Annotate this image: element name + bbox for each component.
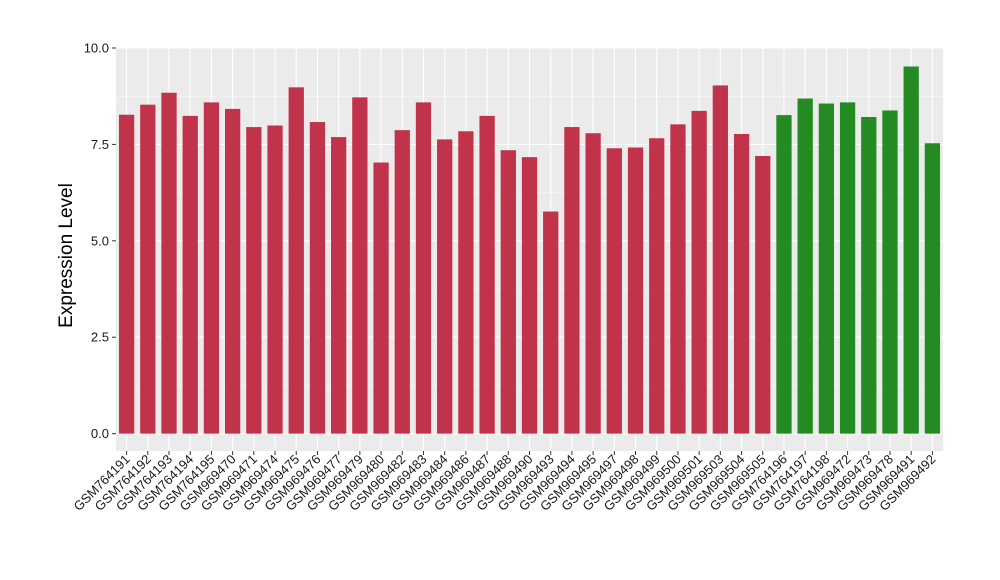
bar-GSM969482	[394, 130, 410, 434]
bar-GSM969497	[606, 148, 622, 434]
bar-GSM969483	[415, 102, 432, 434]
bar-GSM969474	[267, 125, 283, 434]
bar-GSM969492	[924, 143, 941, 434]
bar-GSM764198	[818, 103, 835, 434]
y-tick-label: 5.0	[91, 233, 109, 248]
bar-GSM969501	[691, 110, 707, 434]
y-tick-label: 0.0	[91, 426, 109, 441]
bars	[118, 66, 941, 434]
bar-GSM969475	[288, 87, 304, 434]
y-axis: 0.0 2.5 5.0 7.5 10.0	[84, 41, 116, 441]
bar-GSM969500	[670, 124, 686, 434]
bar-GSM764194	[182, 115, 198, 434]
bar-GSM969470	[224, 108, 241, 434]
bar-GSM764191	[118, 114, 135, 434]
bar-GSM764197	[797, 98, 813, 434]
x-axis: GSM764191GSM764192GSM764193GSM764194GSM7…	[70, 451, 939, 514]
bar-GSM969471	[246, 127, 262, 434]
y-tick-label: 10.0	[84, 41, 109, 56]
bar-GSM969480	[373, 162, 389, 434]
bar-GSM764196	[776, 115, 792, 434]
bar-GSM969490	[521, 157, 538, 434]
y-tick-label: 2.5	[91, 330, 109, 345]
bar-GSM969493	[543, 211, 559, 434]
y-axis-title: Expression Level	[56, 183, 77, 328]
bar-GSM764193	[161, 92, 177, 434]
bar-GSM969486	[458, 131, 474, 434]
bar-GSM969495	[585, 133, 601, 434]
bar-GSM969484	[437, 139, 453, 434]
bar-GSM969479	[352, 97, 368, 434]
y-tick-label: 7.5	[91, 137, 109, 152]
bar-GSM969473	[861, 117, 877, 434]
bar-GSM969494	[564, 127, 580, 434]
bar-GSM969499	[649, 138, 665, 434]
bar-GSM969505	[755, 155, 771, 434]
bar-GSM969478	[882, 110, 898, 434]
bar-GSM969488	[500, 150, 516, 434]
bar-GSM969504	[733, 133, 750, 434]
bar-GSM764192	[140, 104, 156, 434]
bar-GSM969487	[479, 115, 495, 434]
bar-GSM969476	[309, 122, 326, 434]
bar-GSM969498	[627, 147, 644, 434]
bar-GSM764195	[203, 102, 220, 434]
bar-GSM969477	[331, 137, 347, 434]
bar-GSM969491	[903, 66, 919, 434]
bar-GSM969503	[712, 85, 728, 434]
bar-GSM969472	[839, 102, 856, 434]
